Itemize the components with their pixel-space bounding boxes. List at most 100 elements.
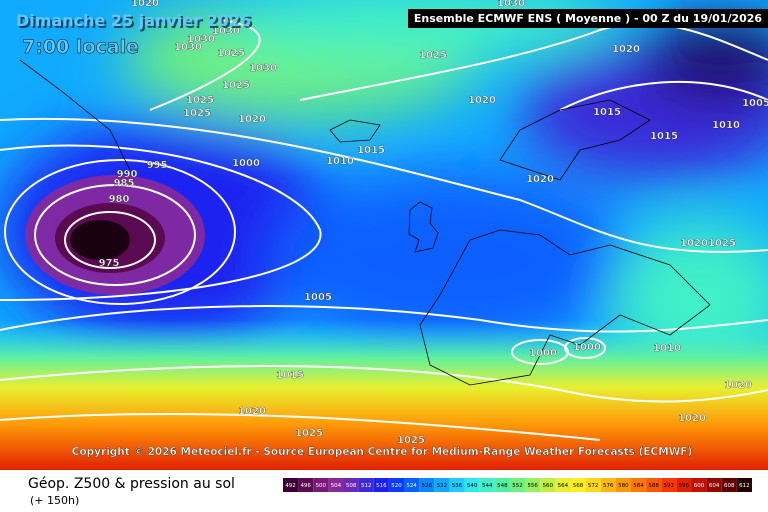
scale-label: 508 — [346, 483, 357, 489]
scale-label: 524 — [406, 483, 417, 489]
scale-swatch — [706, 478, 722, 492]
scale-swatch — [615, 478, 631, 492]
isobar-label: 1030 — [212, 26, 240, 37]
scale-label: 592 — [664, 483, 675, 489]
isobar-label: 1020 — [131, 0, 159, 9]
scale-label: 504 — [331, 483, 342, 489]
scale-swatch — [358, 478, 374, 492]
scale-label: 588 — [648, 483, 659, 489]
scale-label: 516 — [376, 483, 387, 489]
isobar-label: 1015 — [650, 131, 678, 142]
scale-swatch — [449, 478, 465, 492]
coastlines — [19, 59, 711, 386]
scale-swatch — [343, 478, 359, 492]
scale-label: 608 — [724, 483, 735, 489]
scale-swatch — [570, 478, 586, 492]
scale-label: 496 — [300, 483, 311, 489]
footer-title: Géop. Z500 & pression au sol — [28, 476, 235, 492]
scale-swatch — [600, 478, 616, 492]
isobar-label: 1010 — [326, 156, 354, 167]
scale-label: 568 — [573, 483, 584, 489]
scale-label: 572 — [588, 483, 599, 489]
scale-label: 548 — [497, 483, 508, 489]
scale-swatch — [691, 478, 707, 492]
scale-swatch — [434, 478, 450, 492]
scale-swatch — [630, 478, 647, 492]
scale-label: 600 — [694, 483, 705, 489]
scale-label: 584 — [633, 483, 644, 489]
isobar-label: 1030 — [249, 63, 277, 74]
scale-label: 532 — [437, 483, 448, 489]
isobar-label: 1020 — [680, 238, 708, 249]
isobar-label: 1025 — [419, 50, 447, 61]
scale-label: 552 — [512, 483, 523, 489]
scale-swatch — [661, 478, 677, 492]
isobar-label: 1020 — [678, 413, 706, 424]
isobar-label: 1020 — [526, 174, 554, 185]
scale-label: 544 — [482, 483, 493, 489]
isobar-label: 1030 — [187, 34, 215, 45]
model-info: Ensemble ECMWF ENS ( Moyenne ) - 00 Z du… — [414, 12, 763, 25]
scale-swatch — [298, 478, 314, 492]
scale-label: 540 — [467, 483, 478, 489]
scale-label: 580 — [618, 483, 629, 489]
isobar-label: 1000 — [232, 158, 260, 169]
date-shadow: Dimanche 25 janvier 2026 — [18, 13, 253, 32]
isobar-label: 980 — [109, 194, 130, 205]
scale-label: 492 — [285, 483, 296, 489]
isobar-label: 975 — [99, 258, 120, 269]
scale-swatch — [676, 478, 692, 492]
map-background — [0, 0, 768, 470]
scale-swatch — [464, 478, 480, 492]
footer-subtitle: (+ 150h) — [30, 494, 79, 507]
scale-swatch — [509, 478, 526, 492]
isobar-label: 1005 — [304, 292, 332, 303]
scale-swatch — [585, 478, 601, 492]
scale-swatch — [328, 478, 344, 492]
isobar-label: 1025 — [222, 80, 250, 91]
isobar-label: 1025 — [295, 428, 323, 439]
isobar-label: 1025 — [183, 108, 211, 119]
isobar-label: 1020 — [238, 114, 266, 125]
scale-swatch — [404, 478, 420, 492]
isobar-label: 995 — [147, 160, 168, 171]
isobar-label: 1020 — [238, 406, 266, 417]
scale-label: 556 — [527, 483, 538, 489]
scale-label: 500 — [316, 483, 327, 489]
isobar-label: 1025 — [708, 238, 736, 249]
scale-swatch — [479, 478, 495, 492]
scale-label: 512 — [361, 483, 372, 489]
isobar-label: 1000 — [573, 342, 601, 353]
isobar-label: 985 — [114, 178, 135, 189]
isobar-label: 1010 — [653, 343, 681, 354]
isobar-label: 1030 — [497, 0, 525, 9]
scale-swatch — [313, 478, 329, 492]
color-scale: 492 496 500 504 508 512 516 520 524 528 532 536 540 5… — [283, 478, 752, 492]
isobar-label: 1000 — [529, 348, 557, 359]
scale-label: 536 — [452, 483, 463, 489]
scale-swatch — [540, 478, 556, 492]
isobar-label: 1030 — [174, 42, 202, 53]
scale-swatch — [736, 478, 752, 492]
scale-label: 612 — [739, 483, 750, 489]
scale-label: 520 — [391, 483, 402, 489]
scale-label: 576 — [603, 483, 614, 489]
date: Dimanche 25 janvier 2026 — [16, 11, 251, 30]
scale-label: 596 — [679, 483, 690, 489]
scale-label: 528 — [421, 483, 432, 489]
scale-swatch — [419, 478, 435, 492]
isobar-label: 1020 — [724, 380, 752, 391]
scale-label: 560 — [543, 483, 554, 489]
isobar-label: 1015 — [276, 370, 304, 381]
scale-label: 564 — [558, 483, 569, 489]
scale-swatch — [494, 478, 510, 492]
isobars — [0, 19, 768, 441]
scale-swatch — [555, 478, 571, 492]
scale-swatch — [646, 478, 662, 492]
local-time: 7:00 locale — [22, 36, 139, 58]
isobar-label: 1025 — [397, 435, 425, 446]
isobar-label: 990 — [117, 169, 138, 180]
isobar-label: 1015 — [593, 107, 621, 118]
scale-swatch — [283, 478, 299, 492]
